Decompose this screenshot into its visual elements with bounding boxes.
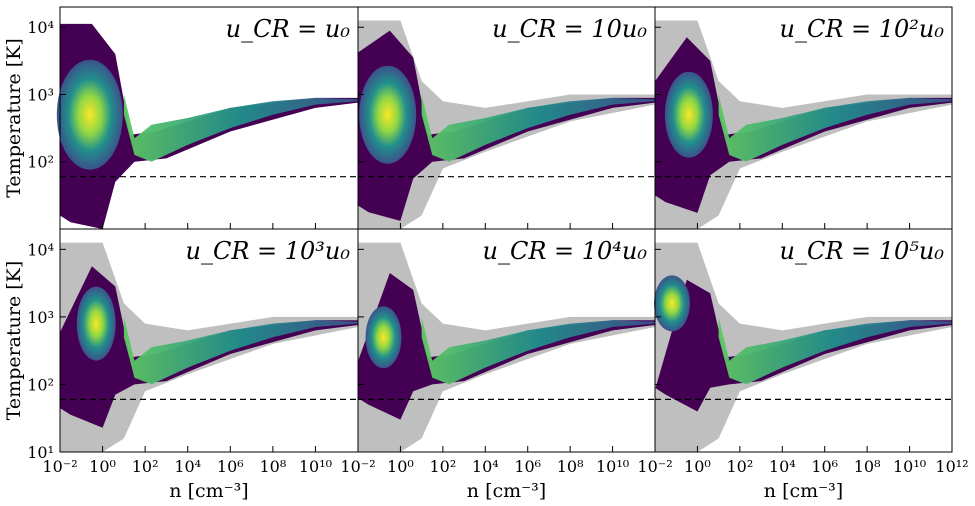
y-tick-label: 10³	[27, 85, 54, 104]
x-tick-label: 10⁰	[89, 457, 116, 476]
x-tick-label: 10⁰	[387, 457, 414, 476]
x-tick-label: 10⁻²	[637, 457, 672, 476]
x-tick-label: 10⁶	[217, 457, 244, 476]
x-tick-label: 10⁸	[557, 457, 584, 476]
y-axis-label: Temperature [K]	[3, 261, 25, 421]
density-band	[421, 316, 655, 385]
panel-title: u_CR = u₀	[226, 15, 351, 43]
y-tick-label: 10²	[27, 375, 54, 394]
y-tick-label: 10⁴	[27, 240, 54, 259]
y-axis-label: Temperature [K]	[3, 38, 25, 198]
x-tick-label: 10⁴	[472, 457, 499, 476]
density-core	[359, 65, 417, 164]
x-tick-label: 10⁻²	[42, 457, 77, 476]
panel-title: u_CR = 10⁴u₀	[483, 237, 648, 265]
density-core	[56, 59, 123, 170]
x-tick-label: 10²	[726, 457, 753, 476]
panel-title: u_CR = 10⁵u₀	[780, 237, 945, 265]
panel-6: u_CR = 10⁵u₀ 10⁻² 10⁰ 10² 10⁴ 10⁶ 10⁸ 10¹⁰ 10¹²	[637, 228, 969, 476]
y-tick-label: 10³	[27, 308, 54, 327]
x-tick-label: 10²	[429, 457, 456, 476]
x-tick-label: 10⁰	[684, 457, 711, 476]
x-tick-label: 10⁴	[174, 457, 201, 476]
x-tick-label: 10¹⁰	[299, 457, 332, 476]
x-tick-label: 10¹⁰	[893, 457, 926, 476]
x-axis-label: n [cm⁻³]	[467, 480, 546, 502]
x-tick-label: 10⁸	[854, 457, 881, 476]
panel-title: u_CR = 10³u₀	[186, 237, 351, 265]
panel-title: u_CR = 10u₀	[492, 15, 647, 43]
x-tick-label: 10⁴	[769, 457, 796, 476]
density-band	[718, 94, 952, 162]
y-tick-label: 10⁴	[27, 18, 54, 37]
x-tick-label: 10¹²	[935, 457, 968, 476]
panel-frame	[654, 228, 953, 453]
panel-5: u_CR = 10⁴u₀ 10⁻² 10⁰ 10² 10⁴ 10⁶ 10⁸ 10¹⁰	[340, 228, 656, 476]
density-band	[123, 316, 359, 385]
panel-title: u_CR = 10²u₀	[780, 15, 945, 43]
density-band	[123, 94, 359, 162]
density-core	[664, 71, 713, 158]
x-tick-label: 10⁶	[514, 457, 541, 476]
panel-1: u_CR = u₀ 10² 10³ 10⁴	[27, 6, 359, 230]
x-tick-label: 10⁸	[259, 457, 286, 476]
x-tick-label: 10²	[132, 457, 159, 476]
panel-2: u_CR = 10u₀	[357, 6, 656, 230]
y-tick-label: 10²	[27, 153, 54, 172]
x-tick-label: 10⁻²	[340, 457, 375, 476]
panel-4: u_CR = 10³u₀ 10¹ 10² 10³ 10⁴ 10⁻² 10⁰ 10² 10⁴ 10⁶…	[27, 228, 359, 476]
density-core	[365, 306, 402, 369]
density-band	[421, 94, 655, 162]
x-axis-label: n [cm⁻³]	[169, 480, 248, 502]
x-tick-label: 10⁶	[811, 457, 838, 476]
y-tick-label: 10¹	[27, 443, 54, 462]
density-core	[76, 286, 116, 361]
panel-3: u_CR = 10²u₀	[654, 6, 953, 230]
density-core	[654, 275, 690, 332]
density-band	[718, 316, 952, 385]
x-tick-label: 10¹⁰	[596, 457, 629, 476]
x-axis-label: n [cm⁻³]	[764, 480, 843, 502]
